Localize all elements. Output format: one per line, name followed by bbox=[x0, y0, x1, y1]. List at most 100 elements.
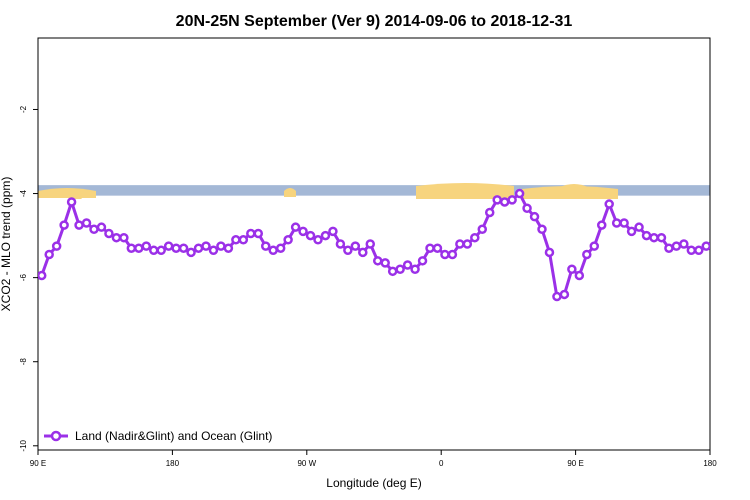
data-point bbox=[216, 241, 226, 251]
data-point bbox=[38, 270, 47, 281]
legend-marker-swatch bbox=[50, 430, 62, 442]
data-point bbox=[44, 249, 54, 260]
data-point bbox=[641, 230, 652, 241]
data-point bbox=[328, 226, 338, 237]
chart-title: 20N-25N September (Ver 9) 2014-09-06 to … bbox=[176, 13, 573, 30]
data-point bbox=[231, 235, 241, 245]
data-point bbox=[74, 220, 84, 230]
data-point bbox=[484, 207, 495, 218]
data-point bbox=[343, 245, 353, 256]
data-point bbox=[178, 243, 189, 253]
data-point bbox=[679, 239, 689, 249]
data-point bbox=[611, 218, 622, 228]
y-tick-label: -6 bbox=[19, 274, 28, 282]
data-point bbox=[305, 230, 316, 241]
y-tick-label: -4 bbox=[19, 189, 28, 197]
data-point bbox=[298, 226, 308, 237]
x-axis: 90 E 180 90 W 0 90 E 180 bbox=[30, 450, 717, 468]
data-point bbox=[134, 243, 144, 253]
x-tick-label: 90 E bbox=[567, 459, 583, 468]
data-point bbox=[664, 243, 674, 253]
data-point bbox=[529, 211, 540, 222]
land-mass bbox=[74, 196, 82, 199]
data-point bbox=[268, 245, 278, 256]
data-point bbox=[81, 218, 92, 228]
data-point bbox=[246, 228, 256, 239]
data-point bbox=[350, 241, 361, 251]
data-point bbox=[462, 239, 473, 249]
data-point bbox=[417, 256, 428, 266]
series-group bbox=[38, 188, 710, 302]
land-mass bbox=[38, 188, 96, 198]
data-point bbox=[156, 245, 166, 256]
data-point bbox=[380, 258, 390, 268]
data-point bbox=[51, 241, 62, 251]
data-point bbox=[514, 188, 525, 199]
data-point bbox=[477, 224, 488, 235]
data-point bbox=[201, 241, 211, 251]
data-point bbox=[425, 243, 435, 253]
data-point bbox=[522, 203, 532, 214]
data-point bbox=[589, 241, 600, 251]
data-point bbox=[544, 247, 555, 258]
y-axis: -2 -4 -6 -8 -10 bbox=[19, 105, 38, 452]
data-point bbox=[223, 243, 234, 253]
data-point bbox=[111, 232, 122, 243]
data-point bbox=[574, 270, 585, 281]
ocean-band bbox=[38, 185, 710, 196]
y-tick-label: -8 bbox=[19, 358, 28, 366]
data-point bbox=[335, 239, 346, 249]
data-point bbox=[186, 247, 196, 258]
data-point bbox=[275, 243, 286, 253]
x-tick-label: 0 bbox=[439, 459, 444, 468]
data-point bbox=[141, 241, 152, 251]
legend: Land (Nadir&Glint) and Ocean (Glint) bbox=[44, 429, 272, 443]
data-point bbox=[432, 243, 443, 253]
data-point bbox=[126, 243, 137, 253]
data-point bbox=[358, 247, 368, 258]
data-point bbox=[649, 232, 659, 243]
data-point bbox=[96, 222, 107, 232]
y-axis-label: XCO2 - MLO trend (ppm) bbox=[0, 177, 13, 312]
data-point bbox=[701, 241, 710, 251]
data-point bbox=[59, 220, 69, 230]
land-mass bbox=[284, 188, 296, 197]
data-point bbox=[148, 245, 159, 256]
data-point bbox=[582, 249, 592, 260]
data-point bbox=[410, 264, 420, 274]
data-point bbox=[552, 291, 562, 302]
data-point bbox=[619, 218, 629, 228]
data-point bbox=[104, 228, 114, 239]
data-point bbox=[320, 230, 331, 241]
data-point bbox=[402, 260, 413, 270]
data-point bbox=[499, 197, 510, 207]
data-point bbox=[604, 199, 614, 209]
x-tick-label: 180 bbox=[166, 459, 180, 468]
data-point bbox=[290, 222, 301, 232]
land-mass bbox=[522, 186, 618, 199]
data-point bbox=[440, 249, 450, 260]
data-point bbox=[260, 241, 271, 251]
data-point bbox=[634, 222, 644, 232]
data-point bbox=[372, 256, 383, 266]
data-point bbox=[119, 232, 129, 243]
data-point bbox=[470, 232, 480, 243]
land-mass bbox=[560, 184, 588, 190]
data-point bbox=[596, 220, 607, 230]
data-point bbox=[686, 245, 697, 256]
data-point bbox=[365, 239, 376, 249]
x-axis-label: Longitude (deg E) bbox=[326, 476, 421, 490]
data-point bbox=[387, 266, 398, 277]
data-point bbox=[163, 241, 174, 251]
x-tick-label: 180 bbox=[703, 459, 717, 468]
data-point bbox=[89, 224, 99, 235]
legend-label: Land (Nadir&Glint) and Ocean (Glint) bbox=[75, 429, 272, 443]
data-point bbox=[567, 264, 577, 274]
data-point bbox=[626, 226, 637, 237]
data-point bbox=[66, 197, 77, 207]
data-point bbox=[559, 289, 570, 300]
data-point bbox=[283, 235, 293, 245]
data-point bbox=[447, 249, 458, 260]
data-point bbox=[507, 195, 517, 205]
